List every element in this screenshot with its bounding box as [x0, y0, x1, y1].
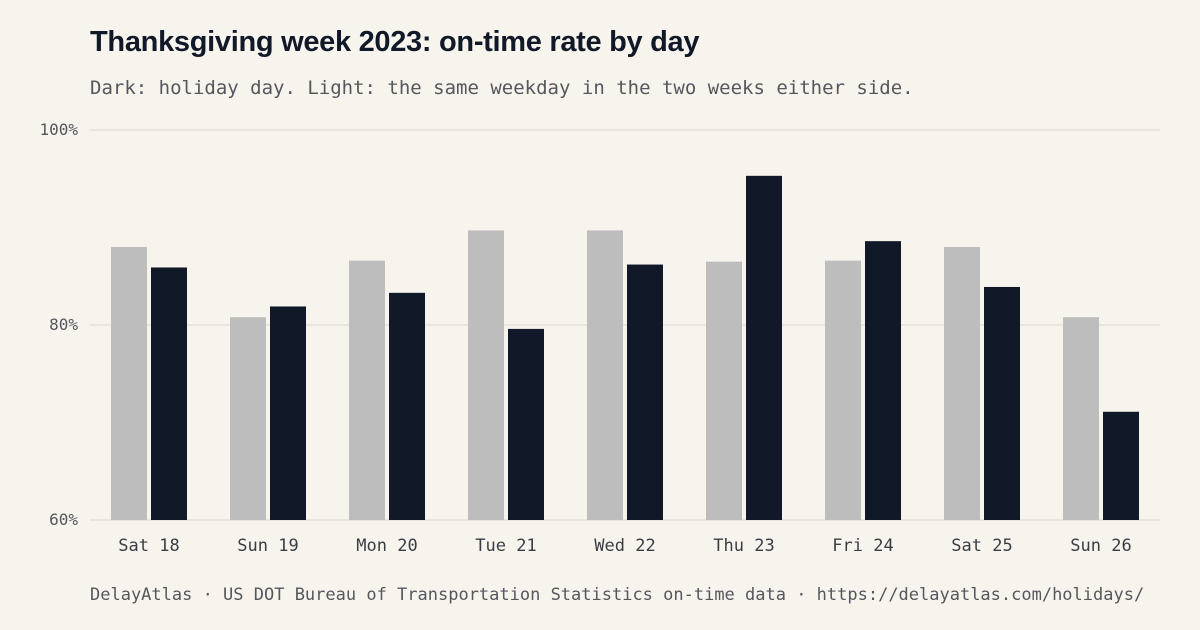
- holiday-bar-thu-23: [746, 175, 782, 520]
- x-tick-label: Tue 21: [475, 536, 536, 556]
- x-tick-label: Wed 22: [594, 536, 655, 556]
- holiday-bar-sun-26: [1103, 411, 1139, 520]
- x-tick-label: Fri 24: [832, 536, 893, 556]
- holiday-bar-sun-19: [270, 306, 306, 520]
- bars: [111, 175, 1139, 521]
- holiday-bar-wed-22: [627, 264, 663, 520]
- baseline-bar-sun-19: [230, 317, 266, 520]
- chart-title: Thanksgiving week 2023: on-time rate by …: [90, 26, 700, 58]
- x-tick-label: Sat 25: [951, 536, 1012, 556]
- baseline-bar-wed-22: [587, 230, 623, 521]
- x-tick-label: Sun 19: [237, 536, 298, 556]
- chart-subtitle: Dark: holiday day. Light: the same weekd…: [90, 77, 914, 99]
- holiday-bar-sat-18: [151, 267, 187, 520]
- baseline-bar-sat-18: [111, 247, 147, 520]
- baseline-bar-tue-21: [468, 230, 504, 521]
- baseline-bar-mon-20: [349, 260, 385, 520]
- y-tick-label: 60%: [49, 510, 78, 529]
- baseline-bar-thu-23: [706, 261, 742, 520]
- holiday-bar-sat-25: [984, 286, 1020, 520]
- holiday-bar-tue-21: [508, 328, 544, 520]
- baseline-bar-fri-24: [825, 260, 861, 520]
- baseline-bar-sun-26: [1063, 317, 1099, 520]
- holiday-bar-mon-20: [389, 292, 425, 520]
- baseline-bar-sat-25: [944, 247, 980, 520]
- holiday-bar-fri-24: [865, 241, 901, 520]
- source-footer: DelayAtlas · US DOT Bureau of Transporta…: [90, 585, 1145, 605]
- x-tick-label: Sat 18: [118, 536, 179, 556]
- x-tick-label: Sun 26: [1070, 536, 1131, 556]
- x-tick-label: Mon 20: [356, 536, 417, 556]
- x-tick-label: Thu 23: [713, 536, 774, 556]
- axis-labels: 60% 80% 100% Sat 18 Sun 19 Mon 20 Tue 21 Wed 22…: [39, 120, 1131, 556]
- y-tick-label: 80%: [49, 315, 78, 334]
- y-tick-label: 100%: [39, 120, 78, 139]
- gridlines: [90, 129, 1160, 521]
